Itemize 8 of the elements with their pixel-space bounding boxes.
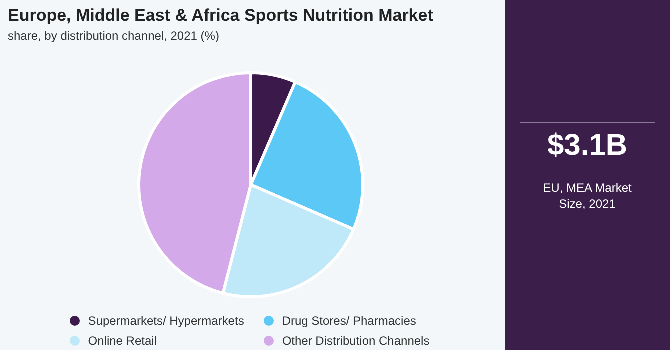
text: $3.1B — [546, 129, 629, 162]
legend-label: Other Distribution Channels — [282, 334, 430, 348]
legend-label: Online Retail — [88, 334, 157, 348]
legend-label: Supermarkets/ Hypermarkets — [88, 314, 244, 328]
chart-title: Europe, Middle East & Africa Sports Nutrition Market — [8, 6, 434, 26]
text: EU, MEA Market Size, 2021 — [542, 180, 633, 212]
legend-label: Drug Stores/ Pharmacies — [282, 314, 416, 328]
chart-subtitle: share, by distribution channel, 2021 (%) — [8, 29, 220, 43]
